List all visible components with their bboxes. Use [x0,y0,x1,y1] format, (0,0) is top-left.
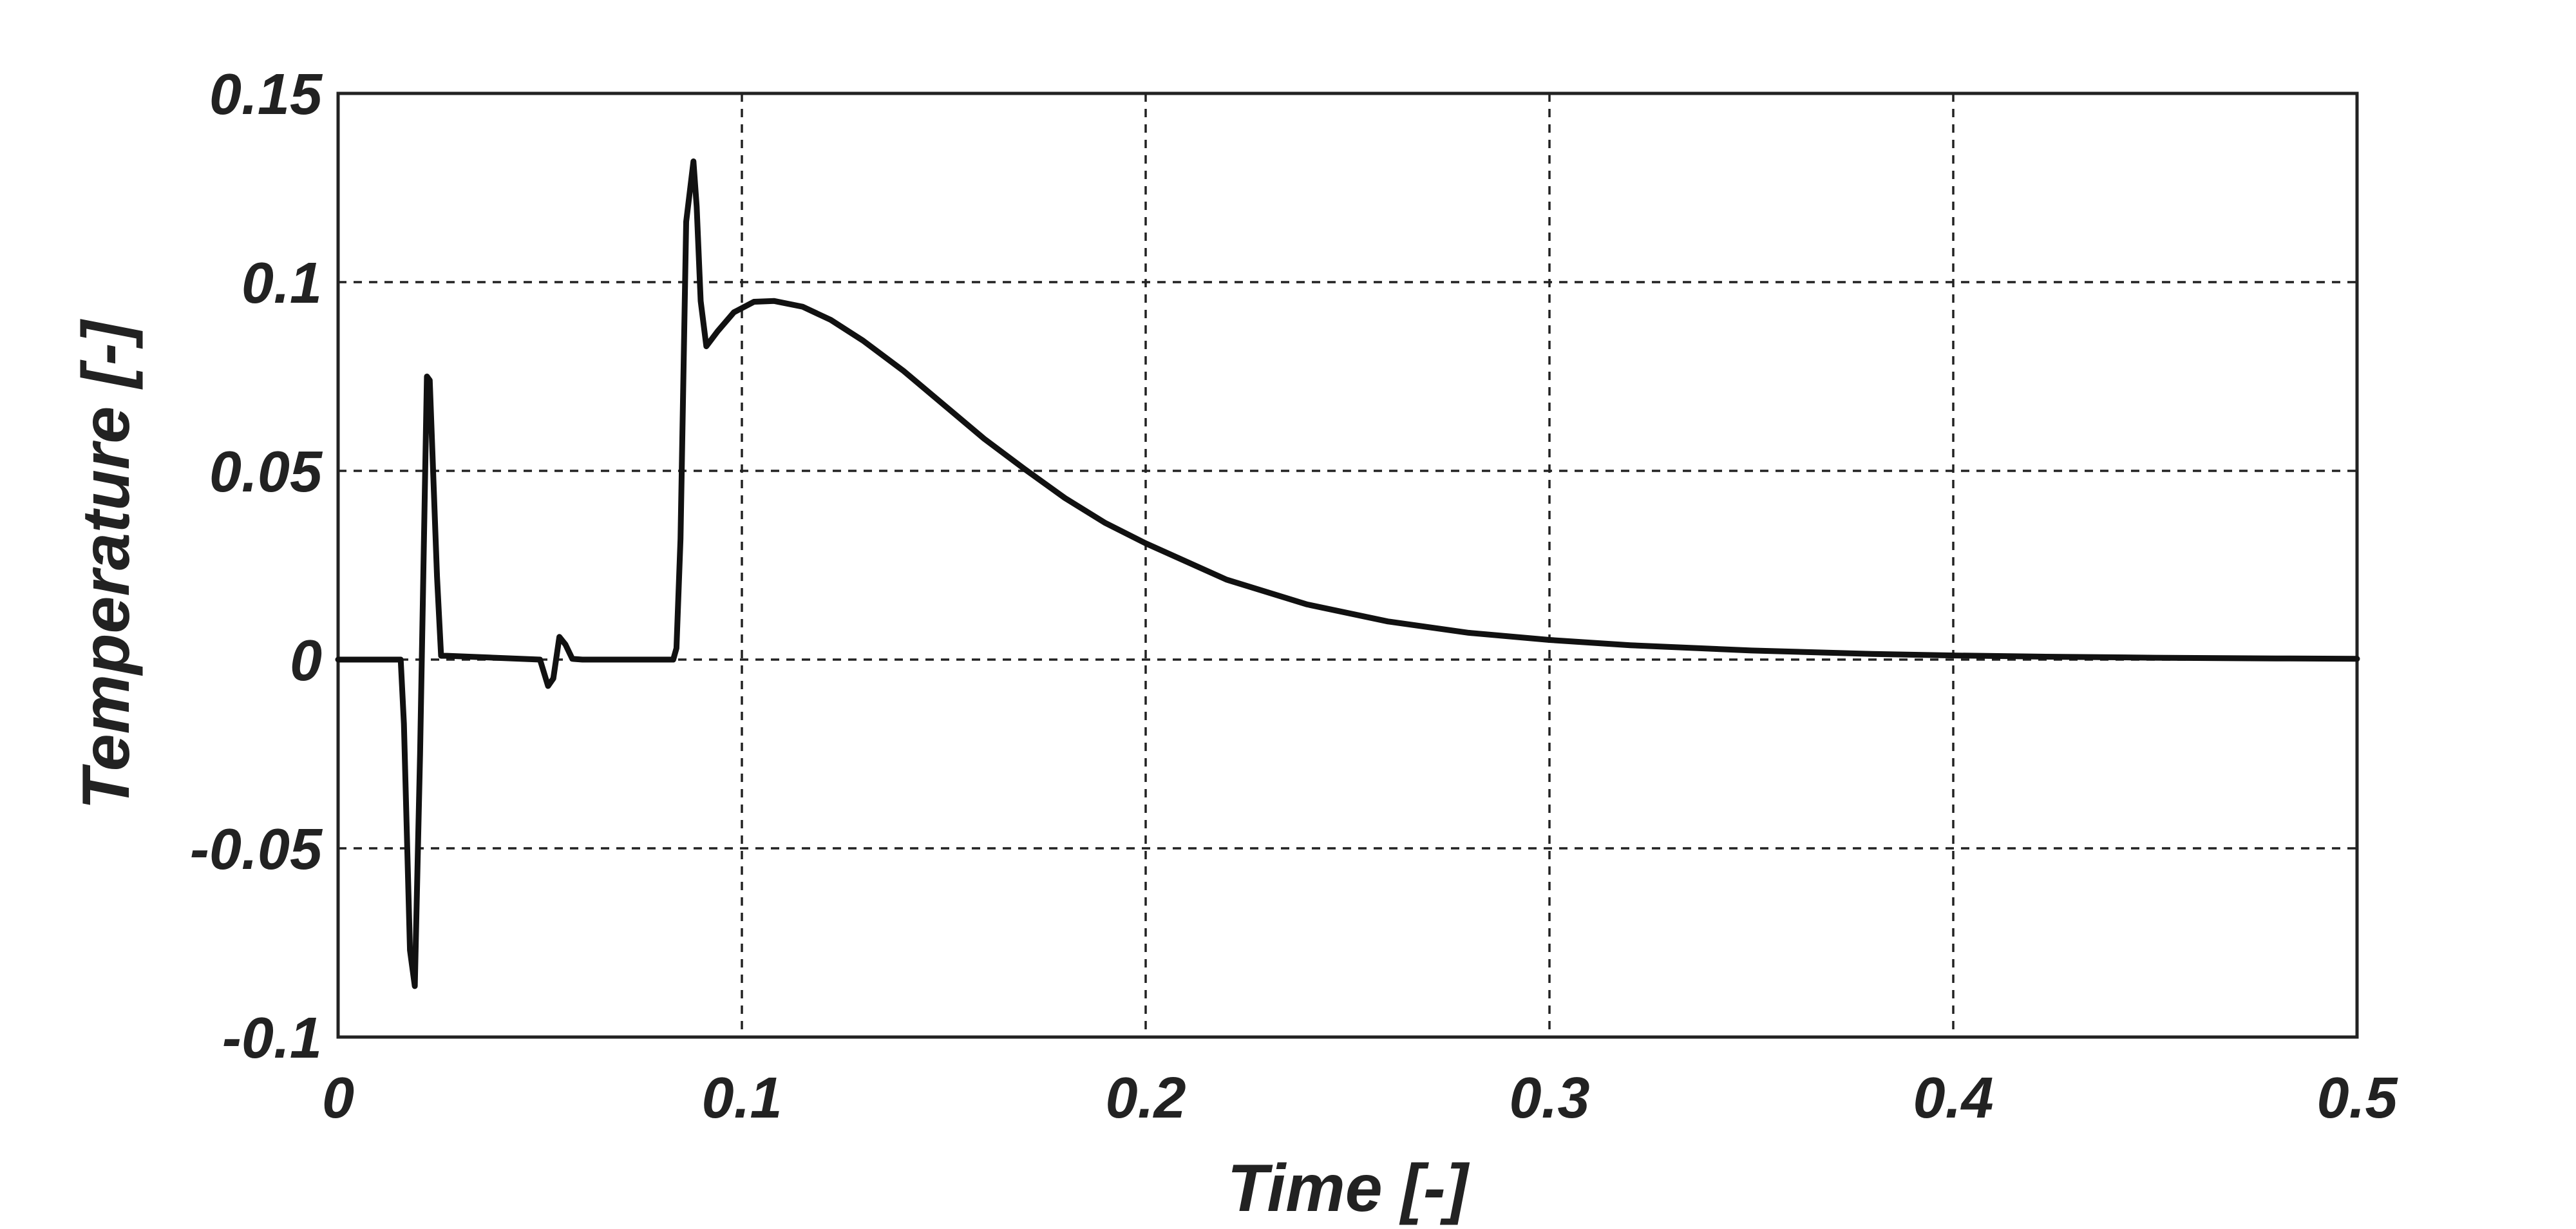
plot-area-frame [336,91,2359,1039]
x-axis-label: Time [-] [1227,1151,1470,1226]
x-tick-label: 0.1 [701,1066,782,1130]
y-axis-label: Temperature [-] [69,319,144,810]
y-tick-label: 0.1 [242,251,322,316]
y-tick-label: 0.15 [209,62,323,127]
y-tick-label: 0.05 [209,440,323,504]
x-tick-label: 0.3 [1509,1066,1589,1130]
x-tick-label: 0.5 [2316,1066,2398,1130]
x-tick-label: 0.4 [1913,1066,1993,1130]
x-tick-label: 0 [322,1066,354,1130]
temperature-series-line [335,158,2360,989]
series-layer [335,158,2360,989]
y-tick-label: -0.05 [190,817,323,882]
x-tick-label: 0.2 [1105,1066,1186,1130]
grid-lines [338,93,2357,1037]
tick-labels: 0 0.1 0.2 0.3 0.4 0.5 -0.1 -0.05 0 0.05 0.1 0.15 [190,62,2399,1130]
y-tick-label: -0.1 [222,1006,322,1071]
y-tick-label: 0 [290,629,322,693]
